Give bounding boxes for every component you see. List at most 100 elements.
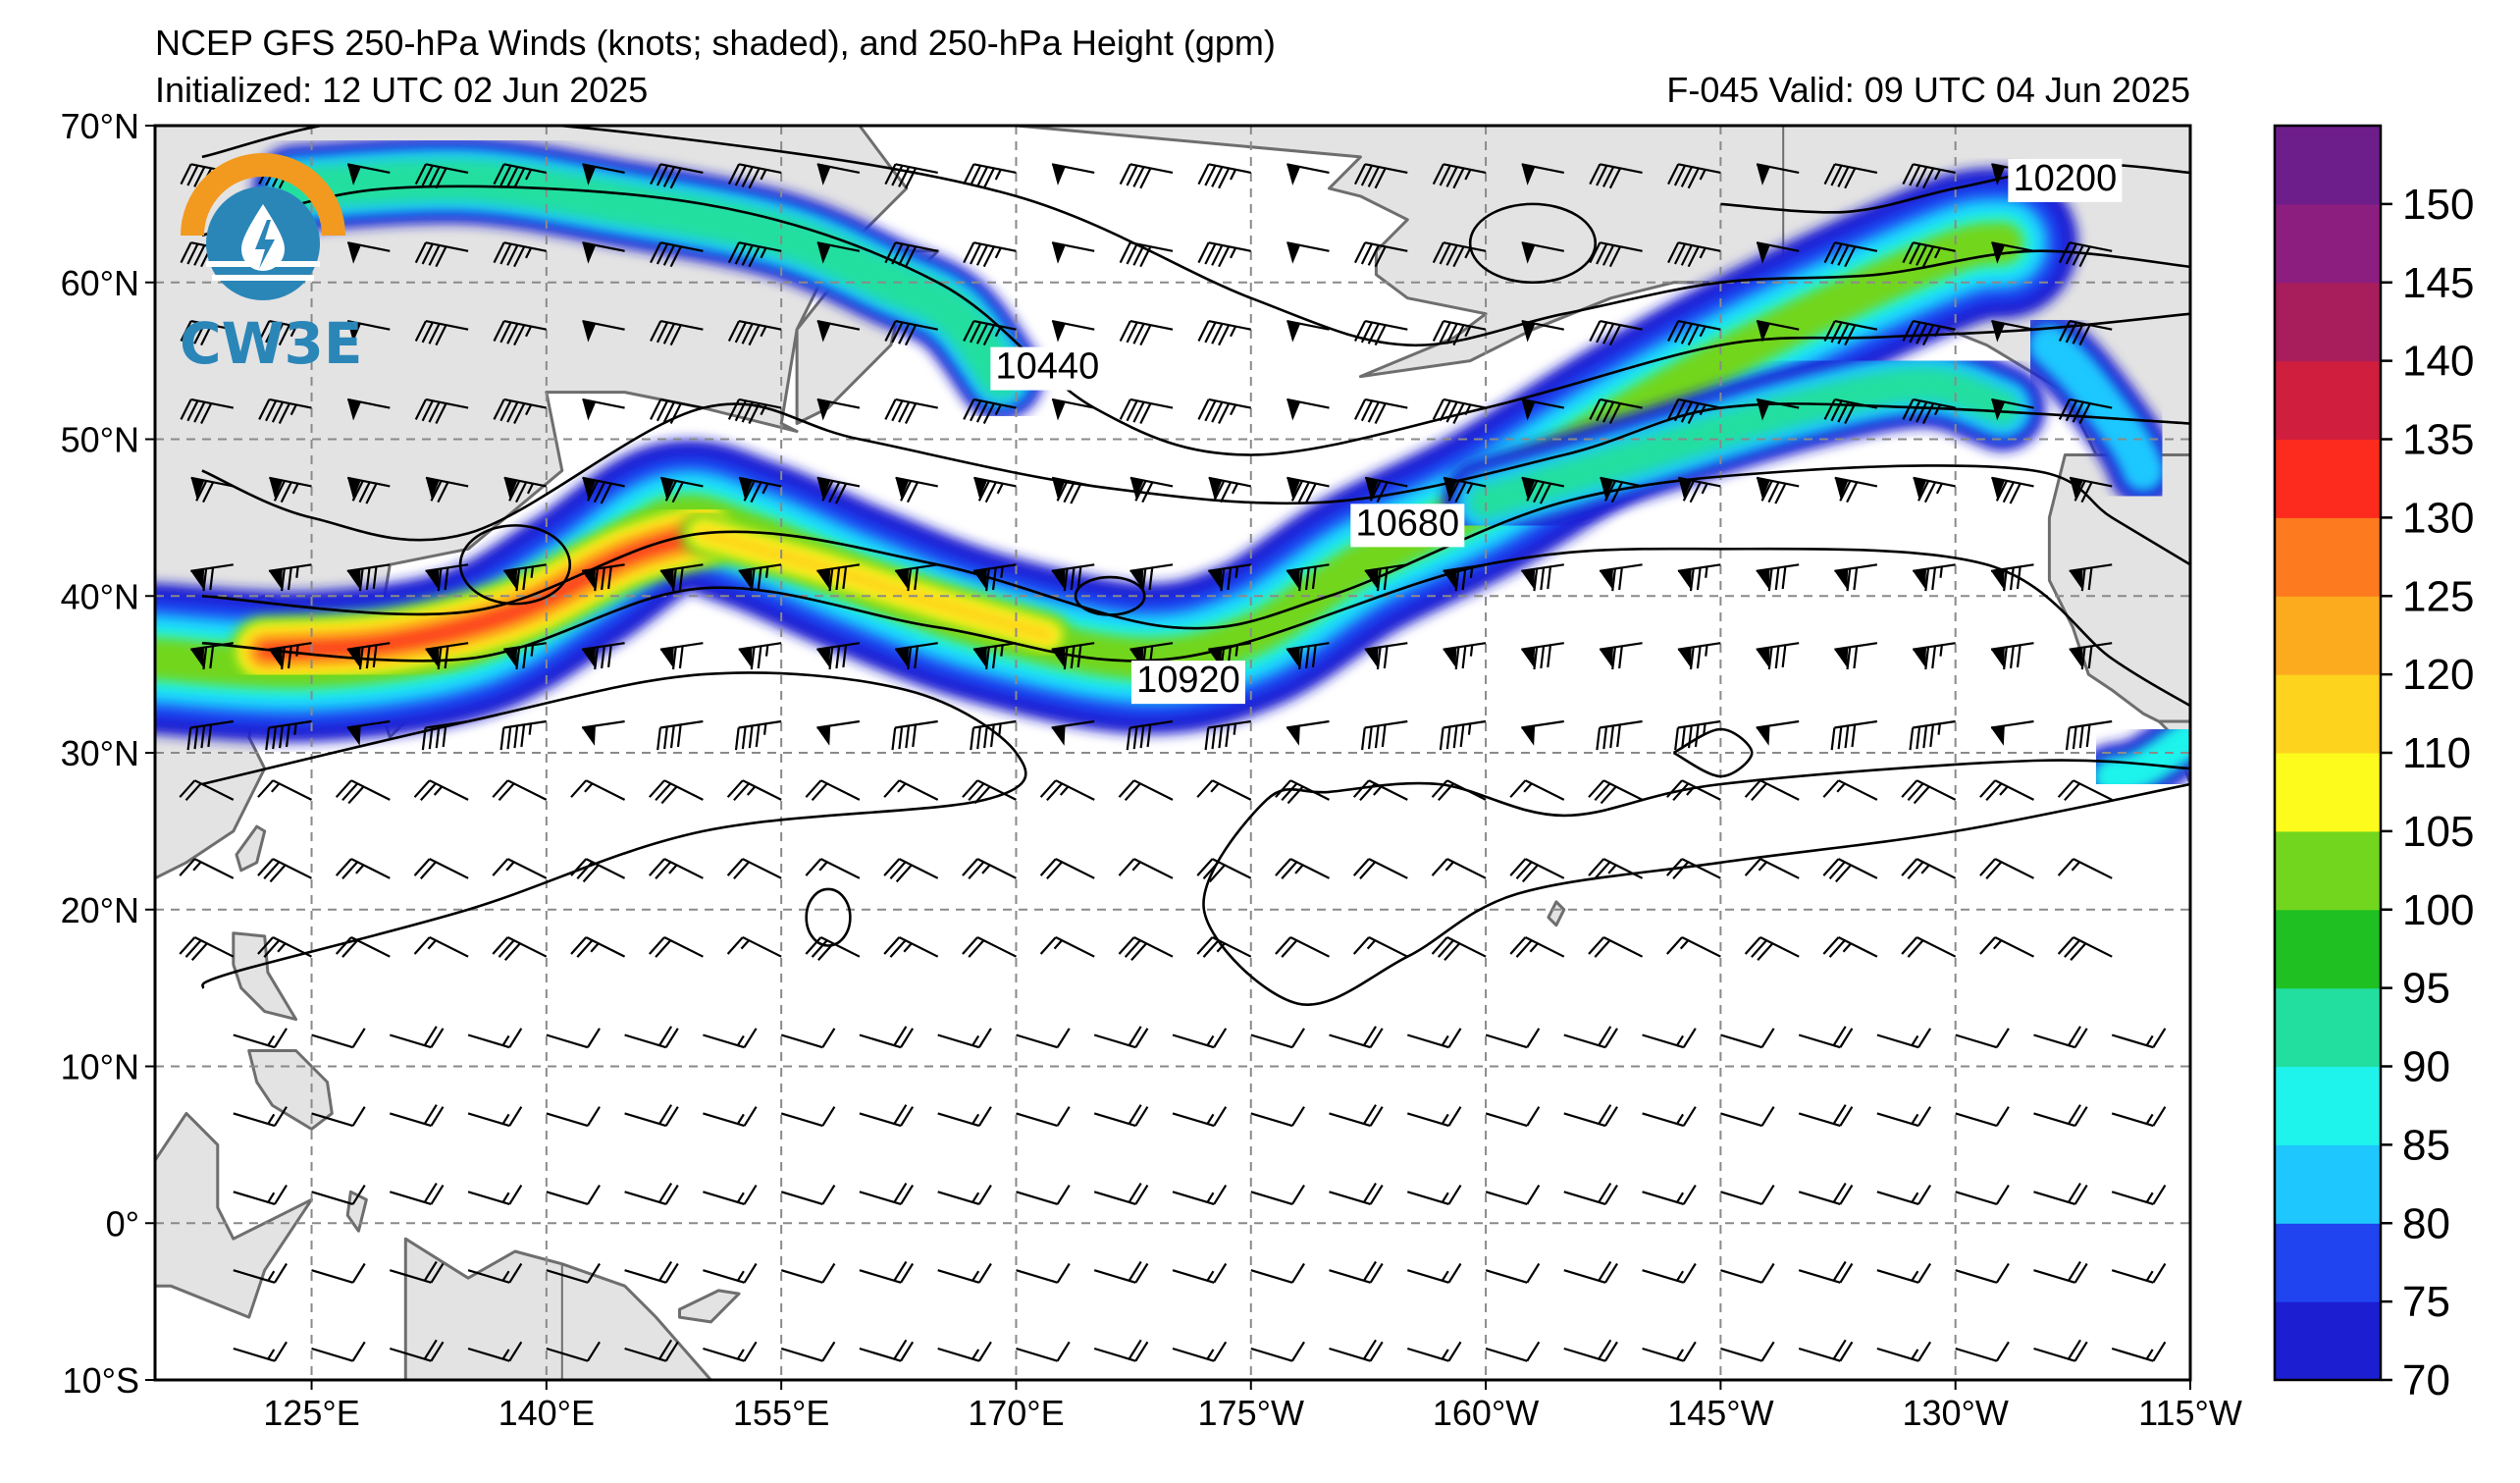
wind-barb	[1876, 1341, 1932, 1362]
wind-barb	[1521, 719, 1564, 746]
contour-labels: 10200 10440 10680 10920	[990, 158, 2123, 705]
lat-tick-label: 60°N	[61, 263, 139, 303]
colorbar-label: 110	[2402, 729, 2471, 777]
wind-barb	[1406, 1028, 1462, 1049]
contour-label-10920: 10920	[1136, 660, 1240, 701]
wind-barb	[1902, 241, 1956, 268]
wind-barb	[859, 1104, 915, 1128]
wind-barb	[1329, 1183, 1384, 1205]
lat-tick-label: 20°N	[61, 890, 139, 930]
wind-barb	[413, 779, 469, 802]
wind-barb	[659, 563, 704, 592]
wind-barb	[884, 319, 938, 346]
wind-barb	[1352, 779, 1408, 802]
wind-barb	[1051, 476, 1095, 504]
wind-barb	[1406, 1185, 1462, 1205]
wind-barb	[492, 858, 548, 879]
colorbar-swatch-130	[2275, 439, 2381, 518]
wind-barb	[389, 1260, 445, 1284]
wind-barb	[1353, 397, 1408, 424]
lat-tick-label: 0°	[106, 1203, 139, 1244]
wind-barb	[1744, 936, 1800, 961]
wind-barb	[268, 563, 312, 592]
wind-barb	[883, 936, 939, 958]
wind-barb	[1119, 241, 1174, 268]
wind-barb	[1329, 1026, 1384, 1049]
wind-barb	[884, 397, 938, 424]
wind-barb	[1364, 563, 1408, 592]
wind-barb	[582, 319, 625, 343]
wind-barb	[1432, 319, 1487, 346]
wind-barb	[1439, 719, 1487, 751]
wind-barb	[649, 779, 704, 805]
wind-barb	[1016, 1106, 1071, 1128]
lon-tick-label: 155°E	[733, 1393, 829, 1433]
wind-barb	[492, 779, 548, 802]
wind-barb	[816, 397, 861, 421]
wind-barb	[1798, 1339, 1854, 1362]
closed-contour	[1074, 575, 1146, 616]
colorbar-label: 75	[2402, 1278, 2450, 1326]
wind-barb	[1876, 1185, 1932, 1205]
wind-barb	[1093, 1183, 1149, 1205]
wind-barb	[1250, 1028, 1305, 1049]
wind-barb	[1196, 858, 1252, 883]
wind-barb	[467, 1106, 523, 1128]
wind-barb	[1876, 1028, 1932, 1049]
wind-barb	[1756, 241, 1800, 264]
wind-barb	[546, 1185, 601, 1205]
wind-barb	[1093, 1260, 1149, 1284]
wind-barb	[1521, 319, 1565, 343]
wind-barb	[1822, 936, 1878, 958]
wind-barb	[1197, 163, 1252, 189]
wind-barbs	[179, 163, 2167, 1362]
wind-barb	[1901, 858, 1957, 879]
wind-barb	[1642, 1028, 1697, 1049]
wind-barb	[467, 1341, 523, 1362]
wind-barb	[816, 563, 861, 592]
wind-barb	[1979, 858, 2034, 879]
wind-barb	[493, 397, 548, 424]
wind-barb	[816, 241, 861, 264]
land-taiwan	[235, 824, 267, 873]
wind-barb	[805, 858, 861, 879]
colorbar-swatch-145	[2275, 203, 2381, 284]
wind-barb	[269, 476, 312, 503]
wind-barb	[1642, 1341, 1697, 1362]
wind-barb	[1485, 1028, 1541, 1049]
wind-barb	[1642, 1262, 1697, 1284]
contour-label-10680: 10680	[1355, 503, 1459, 544]
colorbar-swatch-95	[2275, 909, 2381, 989]
contour-10440	[201, 185, 2190, 456]
wind-barb	[1431, 858, 1487, 879]
wind-barb	[1990, 719, 2034, 746]
wind-barb	[1208, 563, 1251, 592]
wind-barb	[624, 1183, 679, 1205]
wind-barb	[1443, 476, 1487, 503]
wind-speed-shading	[155, 136, 2190, 809]
wind-barb	[1720, 1341, 1775, 1362]
wind-barb	[1756, 563, 1800, 592]
colorbar-label: 150	[2402, 181, 2474, 229]
wind-barb	[650, 241, 704, 268]
wind-barb	[1876, 1262, 1932, 1284]
wind-barb	[1798, 1183, 1854, 1205]
wind-barb	[582, 241, 625, 264]
wind-barb	[1521, 163, 1565, 185]
wind-barb	[1979, 936, 2034, 958]
wind-barb	[414, 319, 469, 346]
wind-barb	[335, 858, 391, 879]
wind-barb	[816, 163, 861, 185]
wind-barb	[1051, 719, 1095, 746]
colorbar-label: 130	[2402, 494, 2474, 542]
wind-barb	[1834, 476, 1878, 503]
wind-barb	[346, 163, 391, 185]
lat-tick-label: 10°S	[63, 1360, 139, 1401]
wind-barb	[1431, 779, 1487, 802]
wind-barb	[1756, 319, 1800, 343]
wind-barb	[1991, 476, 2034, 504]
wind-barb	[963, 163, 1017, 189]
wind-barb	[1197, 241, 1252, 268]
wind-barb	[1990, 563, 2034, 592]
